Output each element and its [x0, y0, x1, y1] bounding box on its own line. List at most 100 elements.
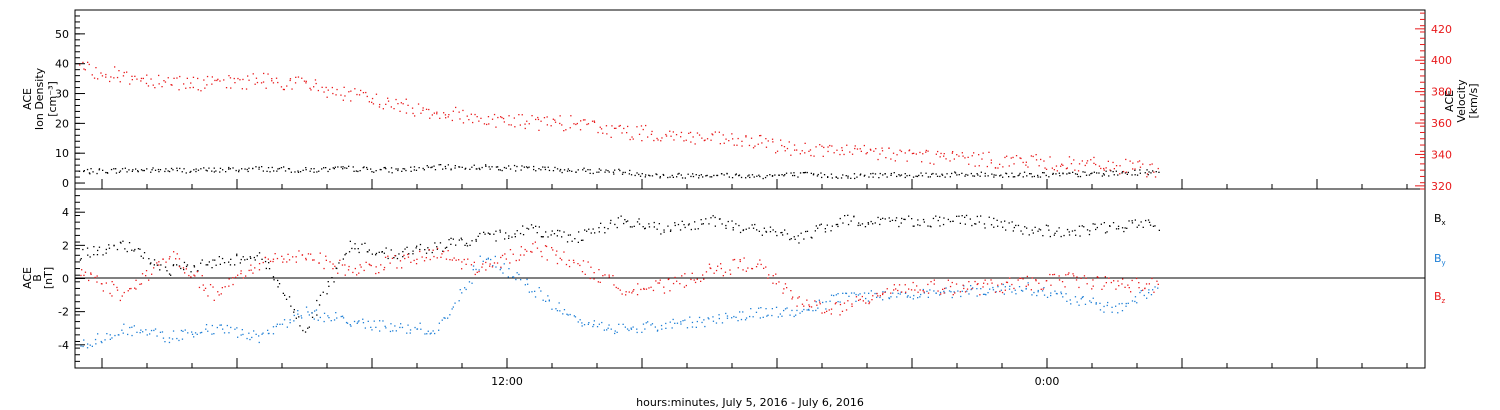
bx-point-343: [781, 231, 783, 234]
density-point-283: [659, 176, 661, 178]
density-point-51: [183, 168, 185, 170]
density-point-377: [850, 177, 852, 179]
by-point-409: [917, 297, 919, 299]
by-point-362: [818, 299, 820, 301]
bx-point-194: [475, 238, 477, 241]
bz-point-315: [722, 275, 724, 277]
density-point-188: [464, 168, 466, 170]
bz-point-442: [982, 286, 984, 288]
density-point-255: [600, 169, 602, 171]
bz-point-65: [212, 286, 214, 288]
bz-point-168: [423, 260, 426, 262]
by-point-276: [644, 328, 646, 330]
velocity-point-5: [88, 63, 90, 66]
velocity-point-26: [131, 79, 133, 81]
bz-point-407: [912, 281, 914, 284]
by-point-242: [574, 316, 577, 318]
bx-point-509: [1121, 227, 1124, 229]
by-point-21: [122, 332, 124, 334]
density-point-252: [596, 171, 598, 173]
density-point-435: [970, 172, 972, 175]
bx-point-193: [475, 240, 477, 242]
bz-point-357: [808, 305, 811, 308]
bx-point-166: [419, 248, 421, 251]
bx-point-127: [338, 262, 340, 264]
bz-point-376: [847, 300, 849, 302]
velocity-point-385: [866, 152, 868, 154]
bx-point-257: [603, 226, 606, 229]
density-point-317: [726, 173, 728, 175]
bz-point-204: [496, 262, 499, 264]
density-point-362: [820, 172, 822, 174]
density-point-71: [225, 171, 227, 173]
velocity-point-136: [358, 94, 361, 96]
bx-point-414: [927, 225, 929, 227]
bx-point-66: [214, 259, 216, 261]
density-point-344: [783, 175, 785, 177]
bx-point-141: [366, 251, 368, 253]
bz-point-16: [111, 295, 113, 297]
bx-point-288: [670, 229, 672, 231]
density-point-256: [604, 171, 606, 173]
bz-point-474: [1049, 273, 1051, 276]
velocity-point-39: [158, 83, 160, 85]
bx-point-466: [1032, 232, 1034, 234]
bx-point-207: [504, 238, 506, 240]
bz-point-391: [879, 295, 881, 297]
density-point-107: [297, 170, 299, 172]
by-point-526: [1154, 286, 1156, 288]
by-point-492: [1084, 303, 1087, 305]
bz-point-484: [1068, 272, 1070, 274]
density-point-144: [373, 171, 375, 173]
velocity-point-455: [1010, 157, 1012, 159]
bx-point-201: [489, 233, 491, 235]
velocity-point-86: [255, 77, 258, 79]
velocity-point-259: [610, 136, 612, 138]
velocity-point-443: [986, 165, 988, 168]
bx-point-383: [861, 223, 864, 225]
bz-point-397: [893, 289, 895, 291]
bx-point-105: [293, 309, 295, 311]
density-point-512: [1126, 173, 1128, 175]
bx-point-258: [607, 228, 609, 230]
by-point-249: [588, 322, 590, 324]
by-point-525: [1152, 289, 1154, 291]
bz-point-160: [407, 253, 409, 256]
velocity-point-482: [1065, 168, 1068, 170]
bx-point-254: [598, 231, 600, 233]
density-point-343: [781, 174, 783, 176]
bz-point-8: [96, 281, 98, 283]
by-point-126: [336, 317, 338, 319]
bz-point-464: [1027, 284, 1029, 286]
density-point-7: [92, 171, 94, 173]
bz-point-37: [156, 262, 158, 264]
density-point-11: [102, 169, 104, 171]
bx-point-77: [236, 254, 238, 257]
velocity-point-284: [660, 140, 662, 142]
velocity-point-207: [502, 117, 505, 120]
density-point-159: [403, 168, 406, 170]
by-point-319: [733, 315, 735, 318]
density-point-352: [799, 172, 802, 174]
velocity-point-451: [1002, 166, 1004, 168]
density-point-254: [598, 168, 600, 170]
velocity-point-329: [752, 147, 755, 149]
by-point-105: [293, 320, 295, 322]
velocity-point-340: [775, 152, 777, 154]
density-point-281: [655, 173, 657, 175]
density-point-47: [176, 167, 178, 169]
velocity-point-157: [400, 102, 402, 104]
legend-bz: Bz: [1434, 290, 1446, 305]
by-point-200: [487, 258, 489, 260]
velocity-point-45: [171, 84, 173, 86]
density-point-430: [958, 174, 960, 176]
density-point-521: [1146, 169, 1148, 171]
density-point-371: [837, 177, 839, 179]
density-point-189: [465, 167, 467, 169]
velocity-point-4: [87, 61, 89, 63]
by-point-32: [145, 329, 147, 331]
bz-point-296: [683, 286, 686, 288]
by-point-257: [606, 329, 608, 331]
by-point-38: [156, 335, 158, 337]
